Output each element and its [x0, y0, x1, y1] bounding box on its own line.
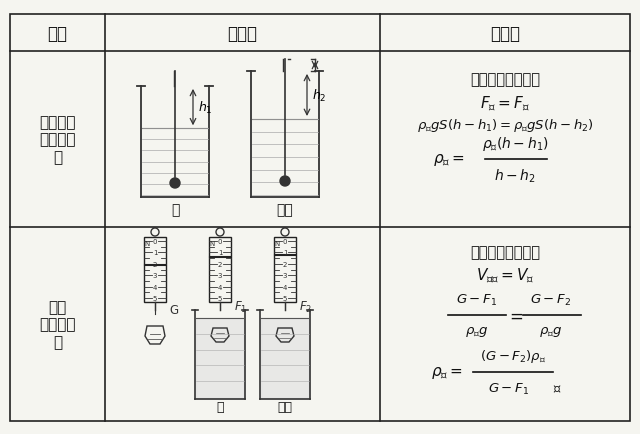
Text: $h-h_2$: $h-h_2$: [494, 167, 536, 184]
Text: 2: 2: [218, 261, 222, 267]
Text: 工具: 工具: [47, 24, 67, 43]
Text: 4: 4: [153, 284, 157, 290]
Text: $\rho_{液}g$: $\rho_{液}g$: [540, 324, 563, 338]
Text: 4: 4: [283, 284, 287, 290]
Text: 1: 1: [283, 250, 287, 256]
Text: $F_1$: $F_1$: [234, 299, 247, 314]
Text: 2: 2: [153, 261, 157, 267]
Text: $\rho_{液}=$: $\rho_{液}=$: [431, 364, 463, 380]
Text: $h_1$: $h_1$: [198, 100, 212, 116]
Text: $V_{排水}=V_{排}$: $V_{排水}=V_{排}$: [476, 266, 534, 285]
Text: G: G: [169, 304, 178, 317]
Text: 5: 5: [283, 295, 287, 301]
Text: 液体: 液体: [278, 401, 292, 414]
Text: $\rho_{水}g$: $\rho_{水}g$: [465, 324, 489, 338]
Text: 刻度尺、
密度计、
水: 刻度尺、 密度计、 水: [39, 115, 76, 164]
Text: $G-F_1$: $G-F_1$: [456, 292, 497, 307]
Text: 操作图: 操作图: [227, 24, 257, 43]
Text: N: N: [209, 240, 214, 247]
Text: $G-F_1$: $G-F_1$: [488, 381, 529, 396]
Text: 4: 4: [218, 284, 222, 290]
Text: 5: 5: [153, 295, 157, 301]
Text: 表达式: 表达式: [490, 24, 520, 43]
Text: 0: 0: [218, 238, 222, 244]
Text: $\rho_{水}gS(h-h_1)=\rho_{液}gS(h-h_2)$: $\rho_{水}gS(h-h_1)=\rho_{液}gS(h-h_2)$: [417, 117, 593, 134]
Text: N: N: [275, 240, 280, 247]
Text: 5: 5: [218, 295, 222, 301]
Text: $F_2$: $F_2$: [299, 299, 312, 314]
Text: 2: 2: [283, 261, 287, 267]
Text: $(G-F_2)\rho_{水}$: $(G-F_2)\rho_{水}$: [480, 348, 546, 365]
Circle shape: [280, 177, 290, 187]
Text: 利用漂浮找平衡：: 利用漂浮找平衡：: [470, 72, 540, 87]
Text: 1: 1: [218, 250, 222, 256]
Text: 3: 3: [153, 273, 157, 279]
Text: 水: 水: [171, 203, 179, 217]
Text: $G-F_2$: $G-F_2$: [531, 292, 572, 307]
Text: 0: 0: [153, 238, 157, 244]
Text: $液$: $液$: [553, 381, 562, 395]
Text: N: N: [145, 240, 150, 247]
Text: 水: 水: [216, 401, 224, 414]
Text: 3: 3: [283, 273, 287, 279]
Text: 0: 0: [283, 238, 287, 244]
Polygon shape: [196, 318, 244, 398]
Text: 液体: 液体: [276, 203, 293, 217]
Circle shape: [170, 178, 180, 188]
Text: $\rho_{水}(h-h_1)$: $\rho_{水}(h-h_1)$: [481, 135, 548, 153]
Text: $F_{水}=F_{液}$: $F_{水}=F_{液}$: [480, 94, 530, 113]
Text: 利用体积找平衡：: 利用体积找平衡：: [470, 245, 540, 260]
Text: 3: 3: [218, 273, 222, 279]
Text: $\rho_{液}=$: $\rho_{液}=$: [433, 151, 465, 168]
Polygon shape: [261, 318, 309, 398]
Text: 弹簧
测力计、
水: 弹簧 测力计、 水: [39, 299, 76, 349]
Text: 1: 1: [153, 250, 157, 256]
Text: $h_2$: $h_2$: [312, 88, 326, 104]
Text: $=$: $=$: [506, 306, 524, 324]
